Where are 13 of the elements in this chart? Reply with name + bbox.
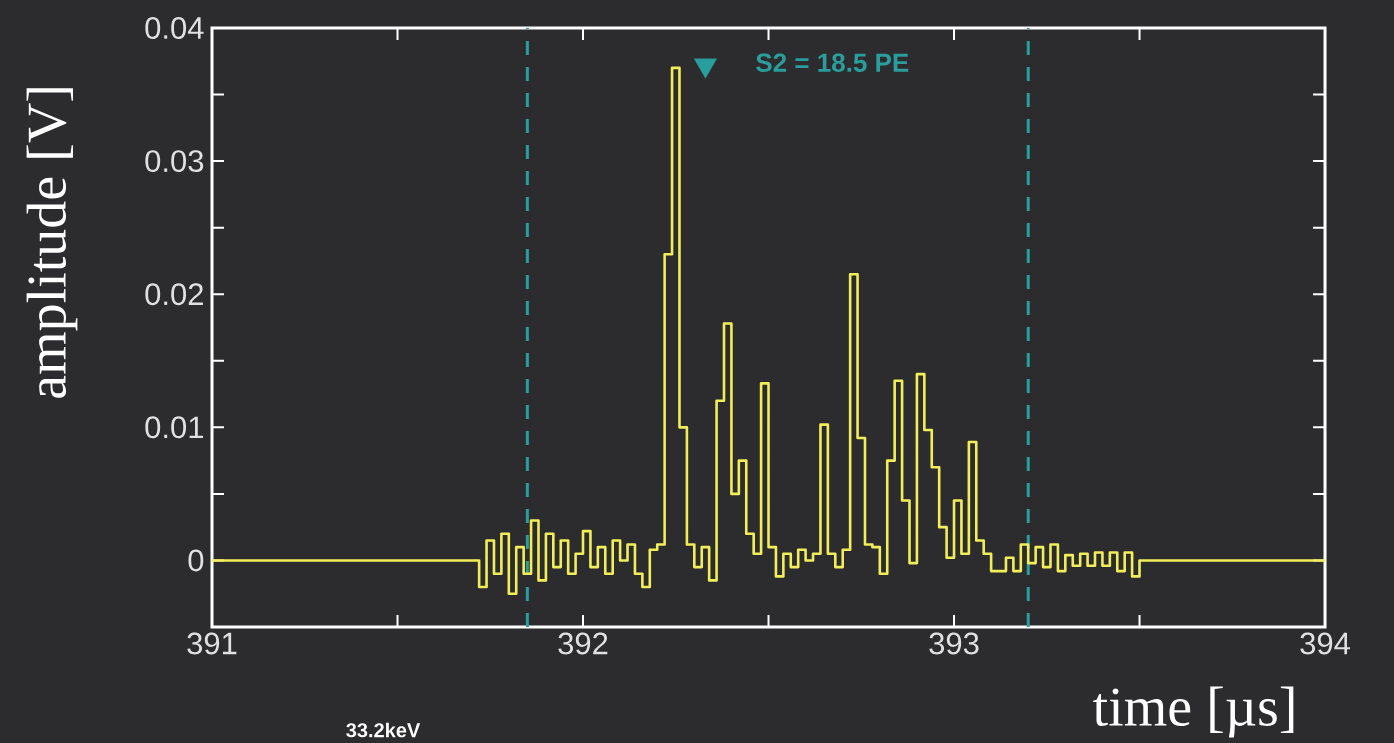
x-tick-label: 392 xyxy=(558,632,608,655)
y-tick-label: 0.03 xyxy=(145,150,204,173)
y-tick-label: 0.04 xyxy=(145,17,204,39)
y-axis-title: amplitude [V] xyxy=(26,88,78,398)
x-tick-label: 391 xyxy=(187,632,237,655)
y-tick-label: 0.02 xyxy=(145,283,203,306)
x-tick-label: 393 xyxy=(929,632,979,655)
y-tick-label: 0.01 xyxy=(145,416,203,439)
x-tick-label: 394 xyxy=(1300,632,1350,655)
x-axis-title: time [µs] xyxy=(1093,686,1294,738)
y-tick-label: 0 xyxy=(188,549,204,572)
annotation: S2 = 18.5 PE xyxy=(756,53,909,72)
text: 33.2keV xyxy=(346,722,421,738)
